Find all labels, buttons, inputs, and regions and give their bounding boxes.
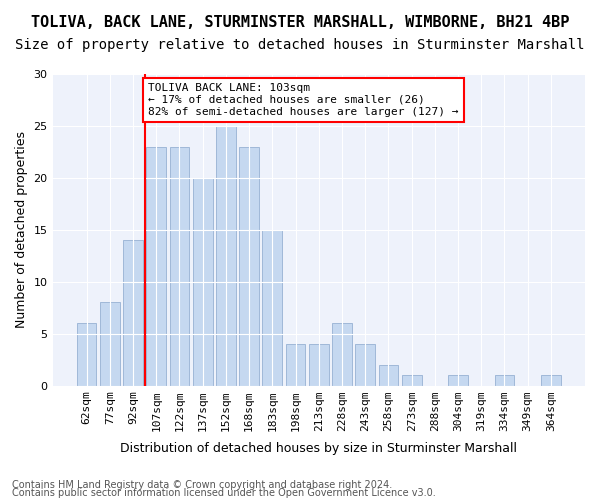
Bar [379, 365, 398, 386]
Bar [123, 240, 143, 386]
Bar [309, 344, 329, 386]
Bar [216, 126, 236, 386]
Text: TOLIVA, BACK LANE, STURMINSTER MARSHALL, WIMBORNE, BH21 4BP: TOLIVA, BACK LANE, STURMINSTER MARSHALL,… [31, 15, 569, 30]
Bar [239, 146, 259, 386]
X-axis label: Distribution of detached houses by size in Sturminster Marshall: Distribution of detached houses by size … [120, 442, 517, 455]
Bar [100, 302, 119, 386]
Bar [332, 323, 352, 386]
Bar [448, 375, 468, 386]
Y-axis label: Number of detached properties: Number of detached properties [15, 132, 28, 328]
Text: TOLIVA BACK LANE: 103sqm
← 17% of detached houses are smaller (26)
82% of semi-d: TOLIVA BACK LANE: 103sqm ← 17% of detach… [148, 84, 459, 116]
Bar [146, 146, 166, 386]
Bar [262, 230, 282, 386]
Bar [286, 344, 305, 386]
Bar [355, 344, 375, 386]
Bar [402, 375, 422, 386]
Bar [541, 375, 561, 386]
Bar [170, 146, 190, 386]
Text: Size of property relative to detached houses in Sturminster Marshall: Size of property relative to detached ho… [15, 38, 585, 52]
Bar [77, 323, 97, 386]
Bar [193, 178, 212, 386]
Text: Contains HM Land Registry data © Crown copyright and database right 2024.: Contains HM Land Registry data © Crown c… [12, 480, 392, 490]
Bar [494, 375, 514, 386]
Text: Contains public sector information licensed under the Open Government Licence v3: Contains public sector information licen… [12, 488, 436, 498]
